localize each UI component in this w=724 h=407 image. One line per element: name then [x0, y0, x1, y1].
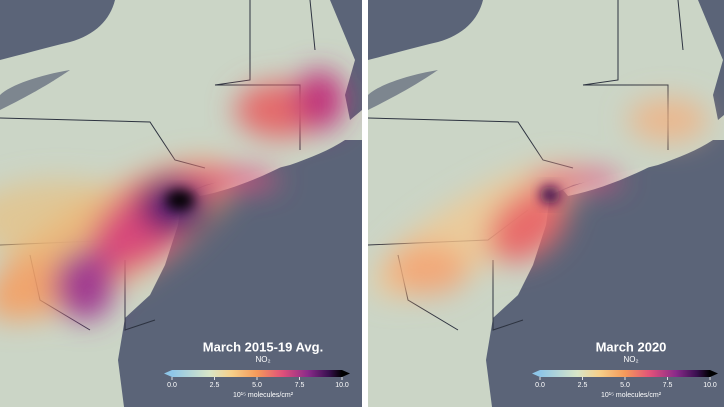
colorbar-low-arrow	[164, 370, 172, 377]
colorbar-low-arrow	[532, 370, 540, 377]
colorbar-tick-label: 2.5	[578, 382, 588, 389]
colorbar-unit: 10¹⁵ molecules/cm²	[233, 392, 294, 399]
colorbar	[540, 370, 710, 377]
panel-title: March 2015-19 Avg.	[203, 339, 323, 354]
colorbar-high-arrow	[342, 370, 350, 377]
colorbar-tick-label: 10.0	[703, 382, 717, 389]
legend: March 2015-19 Avg.NO₂ 0.0 2.5 5.0 7.5 10.0 10¹…	[164, 339, 350, 399]
colorbar-tick-label: 0.0	[535, 382, 545, 389]
colorbar-tick-label: 5.0	[620, 382, 630, 389]
colorbar	[172, 370, 342, 377]
colorbar-tick-label: 7.5	[663, 382, 673, 389]
divider	[362, 0, 368, 407]
no2-peak	[540, 186, 560, 204]
colorbar-tick-label: 7.5	[295, 382, 305, 389]
no2-peak	[166, 190, 194, 210]
colorbar-unit: 10¹⁵ molecules/cm²	[601, 392, 662, 399]
panel-title: March 2020	[596, 339, 667, 354]
map-panel	[0, 0, 362, 407]
colorbar-tick-label: 2.5	[210, 382, 220, 389]
colorbar-high-arrow	[710, 370, 718, 377]
colorbar-tick-label: 5.0	[252, 382, 262, 389]
colorbar-tick-label: 0.0	[167, 382, 177, 389]
quantity-label: NO₂	[255, 355, 270, 364]
colorbar-tick-label: 10.0	[335, 382, 349, 389]
map-panel	[368, 0, 724, 407]
no2-field	[372, 98, 708, 298]
quantity-label: NO₂	[623, 355, 638, 364]
